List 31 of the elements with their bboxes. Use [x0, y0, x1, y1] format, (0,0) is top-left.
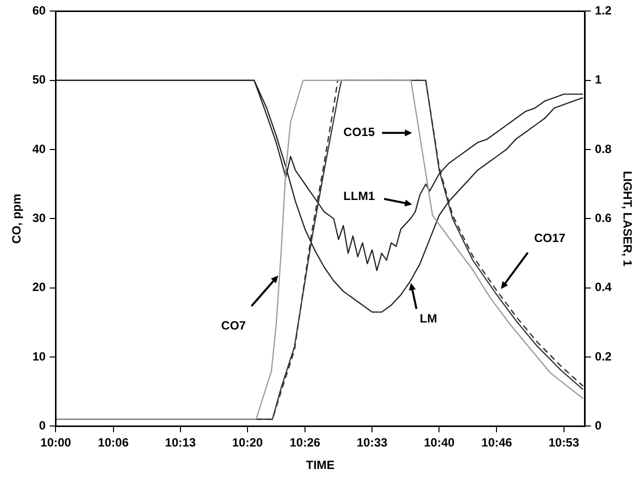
y-tick-label: 60 [32, 4, 46, 18]
annotation: LLM1 [343, 189, 376, 204]
y-tick-label: 50 [32, 72, 46, 87]
y-tick-label: 40 [32, 142, 46, 156]
y2-tick-label: 0.6 [594, 211, 612, 226]
annotation: CO7 [221, 318, 246, 332]
y-tick-label: 10 [32, 349, 46, 364]
x-tick-label: 10:53 [548, 436, 580, 450]
x-tick-label: 10:20 [232, 436, 264, 450]
x-tick-label: 10:13 [165, 436, 196, 450]
y2-axis-title: LIGHT, LASER, 1 [620, 171, 634, 267]
y2-tick-label: 0 [594, 418, 602, 433]
y2-tick-label: 0.4 [594, 280, 612, 294]
x-axis-title: TIME [306, 458, 335, 472]
annotation: LM [420, 311, 438, 326]
y2-tick-label: 1 [594, 72, 602, 87]
y-tick-label: 30 [32, 211, 46, 226]
y-tick-label: 20 [32, 280, 46, 294]
x-tick-label: 10:00 [40, 436, 72, 450]
x-tick-label: 10:06 [98, 436, 129, 450]
annotation: CO17 [534, 230, 566, 245]
y-axis-title: CO, ppm [10, 194, 24, 244]
y2-tick-label: 0.8 [594, 142, 612, 156]
y2-tick-label: 1.2 [594, 4, 612, 18]
x-tick-label: 10:40 [424, 436, 455, 450]
y2-tick-label: 0.2 [594, 349, 612, 364]
x-tick-label: 10:46 [481, 436, 512, 450]
y-tick-label: 0 [39, 418, 46, 433]
x-tick-label: 10:26 [290, 436, 321, 450]
x-tick-label: 10:33 [356, 436, 388, 450]
annotation: CO15 [343, 125, 376, 140]
